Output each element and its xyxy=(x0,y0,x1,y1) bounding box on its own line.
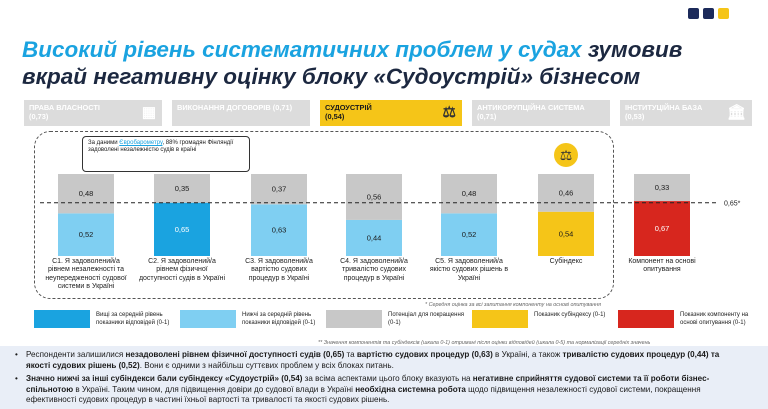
scales-glyph: ⚖ xyxy=(560,147,573,163)
bar-value-label: 0,52 xyxy=(79,230,94,239)
bar-value-label: 0,63 xyxy=(272,226,287,235)
bar-potential xyxy=(634,174,690,202)
bar-value-label: 0,54 xyxy=(559,229,574,238)
bar-value-label: 0,65 xyxy=(175,225,190,234)
legend-swatch xyxy=(326,310,382,328)
bar-potential xyxy=(346,174,402,220)
bar-value xyxy=(441,213,497,256)
summary-panel: • Респонденти залишилися незадоволені рі… xyxy=(0,346,768,409)
bar-value xyxy=(634,201,690,256)
block-judiciary: СУДОУСТРІЙ (0,54) ⚖ xyxy=(320,100,462,126)
block-contract-enforcement: ВИКОНАННЯ ДОГОВОРІВ (0,71) xyxy=(172,100,310,126)
bar-potential-label: 0,56 xyxy=(367,192,382,201)
x-axis-label: С4. Я задоволений/а тривалістю судових п… xyxy=(340,258,408,282)
legend-swatch xyxy=(472,310,528,328)
bar-value xyxy=(538,211,594,256)
footnote-1: * Середня оцінка за всі запитання компон… xyxy=(425,302,602,308)
x-axis-label: C1. Я задоволений/а рівнем незалежності … xyxy=(45,258,127,290)
eurobarometer-callout: За даними Євробарометру, 88% громадян Фі… xyxy=(82,136,250,172)
legend-label: Показник компоненту на основі опитування… xyxy=(680,312,749,326)
logo-square xyxy=(703,8,714,19)
scales-icon: ⚖ xyxy=(442,104,456,121)
building-icon: ▦ xyxy=(141,104,156,121)
bar-potential-label: 0,48 xyxy=(79,189,94,198)
bar-value-label: 0,67 xyxy=(655,224,670,233)
title-highlight: Високий рівень систематичних проблем у с… xyxy=(22,37,582,62)
bar-potential-label: 0,37 xyxy=(272,185,287,194)
page-title: Високий рівень систематичних проблем у с… xyxy=(22,36,742,90)
bar-potential xyxy=(251,174,307,205)
legend-label: Потенціал для покращення (0-1) xyxy=(388,312,465,326)
x-axis-label: Субіндекс xyxy=(549,258,583,265)
legend-label: Вищі за середній рівень показники відпов… xyxy=(96,312,170,326)
block-institutional-base: ІНСТИТУЦІЙНА БАЗА (0,53) 🏛 xyxy=(620,100,752,126)
bar-value-label: 0,52 xyxy=(462,230,477,239)
bar-potential-label: 0,35 xyxy=(175,184,190,193)
bar-value xyxy=(251,204,307,256)
bar-potential-label: 0,33 xyxy=(655,183,670,192)
block-property-rights: ПРАВА ВЛАСНОСТІ (0,73) ▦ xyxy=(24,100,162,126)
eurobarometer-link[interactable]: Євробарометру xyxy=(119,140,163,146)
legend-item: Показник субіндексу (0-1) xyxy=(472,310,616,328)
x-axis-label: С2. Я задоволений/а рівнем фізичної дост… xyxy=(138,258,226,282)
bar-potential-label: 0,48 xyxy=(462,189,477,198)
footnote-2: ** Значення компонентів та субіндексів (… xyxy=(318,340,651,346)
legend-swatch xyxy=(180,310,236,328)
legend-swatch xyxy=(34,310,90,328)
logo-square xyxy=(718,8,729,19)
bar-potential xyxy=(538,174,594,212)
bar-potential xyxy=(154,174,210,203)
block-anticorruption: АНТИКОРУПЦІЙНА СИСТЕМА (0,71) xyxy=(472,100,610,126)
x-axis-label: С3. Я задоволений/а вартістю судових про… xyxy=(245,258,313,282)
bar-value xyxy=(154,202,210,256)
legend-label: Нижчі за середній рівень показники відпо… xyxy=(242,312,316,326)
bar-potential xyxy=(441,174,497,214)
x-axis-label: Компонент на основі опитування xyxy=(628,258,696,274)
title-rest: зумовив вкрай негативну оцінку блоку «Су… xyxy=(22,37,683,89)
x-axis-label: С5. Я задоволений/а якістю судових рішен… xyxy=(429,258,509,282)
summary-bullet-1: • Респонденти залишилися незадоволені рі… xyxy=(15,350,720,370)
bar-potential-label: 0,46 xyxy=(559,188,574,197)
logo-square xyxy=(688,8,699,19)
legend-item: Нижчі за середній рівень показники відпо… xyxy=(180,310,324,328)
legend-swatch xyxy=(618,310,674,328)
block-tabs: ПРАВА ВЛАСНОСТІ (0,73) ▦ ВИКОНАННЯ ДОГОВ… xyxy=(24,100,754,126)
reference-line-label: 0,65* xyxy=(724,201,741,208)
bar-value xyxy=(58,213,114,256)
legend-label: Показник субіндексу (0-1) xyxy=(534,312,606,318)
bar-potential xyxy=(58,174,114,214)
legend-item: Вищі за середній рівень показники відпов… xyxy=(34,310,178,328)
bar-value-label: 0,44 xyxy=(367,233,382,242)
legend-item: Показник компоненту на основі опитування… xyxy=(618,310,758,328)
bar-value xyxy=(346,219,402,256)
legend-item: Потенціал для покращення (0-1) xyxy=(326,310,470,328)
scales-icon xyxy=(554,143,578,167)
institution-icon: 🏛 xyxy=(726,104,746,121)
summary-bullet-2: • Значно нижчі за інші субіндекси бали с… xyxy=(15,374,710,404)
brand-logo xyxy=(688,8,729,19)
dashed-frame xyxy=(34,131,614,299)
